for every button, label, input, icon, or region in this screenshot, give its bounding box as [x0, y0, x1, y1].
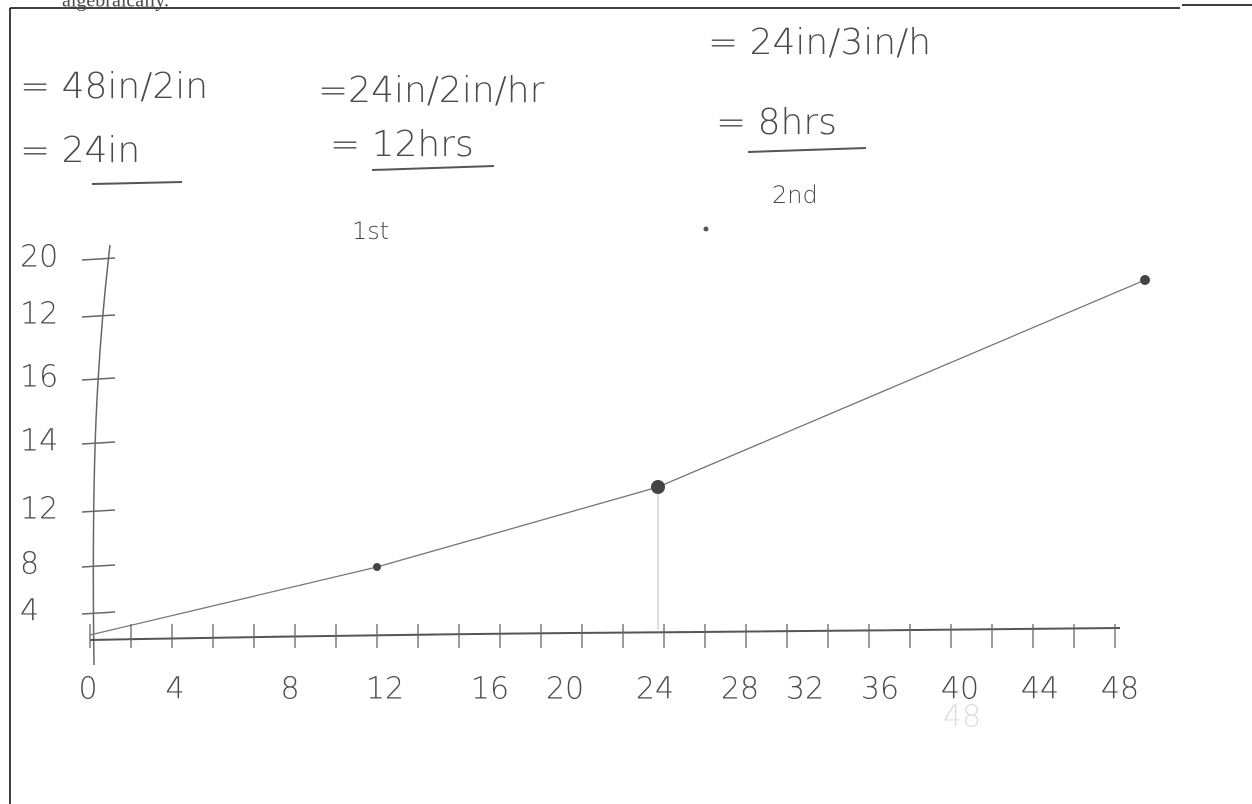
x-tick-label: 16 — [471, 672, 509, 707]
x-tick-label: 8 — [280, 672, 299, 707]
graph-point — [651, 480, 665, 494]
y-tick-label: 14 — [20, 424, 58, 459]
calc-line: = 8hrs — [716, 102, 837, 143]
y-tick-label: 4 — [20, 594, 39, 629]
x-tick-label: 4 — [165, 672, 184, 707]
faint-label: 48 — [943, 700, 981, 735]
graph-line — [90, 280, 1145, 635]
x-axis — [90, 628, 1120, 640]
y-tick — [82, 510, 115, 512]
y-tick — [82, 315, 115, 317]
x-tick-label: 48 — [1101, 672, 1139, 707]
y-tick-label: 16 — [20, 360, 58, 395]
column-label: 1st — [352, 217, 389, 245]
underline — [748, 148, 866, 152]
calc-line: = 48in/2in — [20, 66, 208, 107]
underline — [92, 182, 182, 184]
y-tick-label: 8 — [20, 547, 39, 582]
y-tick-label: 12 — [20, 297, 58, 332]
column-label: 2nd — [772, 181, 818, 209]
page: algebraically. = 48in/2in = 24in =24in/2… — [0, 0, 1252, 804]
graph-point — [1140, 275, 1150, 285]
x-tick-label: 20 — [546, 672, 584, 707]
cut-text: algebraically. — [62, 0, 169, 12]
calc-line: =24in/2in/hr — [318, 70, 545, 111]
underline — [372, 166, 494, 170]
y-tick-label: 20 — [20, 240, 58, 275]
y-tick — [82, 565, 115, 567]
calc-line: = 12hrs — [330, 124, 474, 165]
y-tick — [82, 442, 115, 444]
x-tick-label: 32 — [786, 672, 824, 707]
x-tick-label: 44 — [1021, 672, 1059, 707]
y-tick-label: 12 — [20, 492, 58, 527]
x-tick-label: 24 — [636, 672, 674, 707]
x-tick-label: 12 — [366, 672, 404, 707]
stray-dot — [704, 227, 709, 232]
graph-point — [373, 563, 381, 571]
y-tick — [82, 612, 115, 614]
x-tick-label: 28 — [721, 672, 759, 707]
y-tick — [82, 378, 115, 380]
x-tick-label: 36 — [861, 672, 899, 707]
y-tick — [82, 258, 115, 260]
y-axis — [93, 245, 110, 665]
x-tick-label: 0 — [78, 672, 97, 707]
calc-line: = 24in/3in/h — [708, 22, 931, 63]
calc-line: = 24in — [20, 130, 140, 171]
